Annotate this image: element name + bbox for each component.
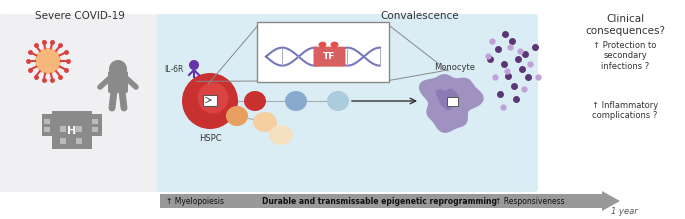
Ellipse shape (285, 91, 307, 111)
Circle shape (197, 83, 228, 113)
Bar (44, 119, 50, 124)
Ellipse shape (226, 106, 248, 126)
Text: ↑ Responsiveness: ↑ Responsiveness (495, 196, 565, 205)
Polygon shape (419, 74, 484, 133)
Ellipse shape (253, 112, 277, 132)
Text: H: H (67, 126, 77, 136)
Bar (76, 126, 82, 132)
Text: Severe COVID-19: Severe COVID-19 (35, 11, 125, 21)
FancyBboxPatch shape (314, 47, 345, 67)
FancyBboxPatch shape (108, 71, 128, 93)
Text: 1 year: 1 year (611, 207, 638, 215)
Text: ↑ Protection to
secondary
infections ?: ↑ Protection to secondary infections ? (593, 41, 657, 71)
Circle shape (182, 73, 238, 129)
Ellipse shape (244, 91, 266, 111)
FancyBboxPatch shape (0, 14, 163, 192)
Ellipse shape (330, 42, 338, 48)
FancyBboxPatch shape (157, 14, 538, 192)
Bar (90, 114, 102, 136)
FancyBboxPatch shape (447, 97, 458, 106)
Text: HSPC: HSPC (199, 134, 221, 143)
Text: IL-6R: IL-6R (164, 65, 184, 74)
Ellipse shape (319, 42, 327, 48)
Text: ↑ Inflammatory
complications ?: ↑ Inflammatory complications ? (592, 101, 658, 120)
FancyBboxPatch shape (203, 95, 218, 106)
Text: ↑ Myelopoiesis: ↑ Myelopoiesis (166, 196, 224, 205)
Bar (42, 114, 54, 136)
FancyArrow shape (160, 191, 620, 211)
Bar (60, 138, 66, 144)
Text: Monocyte: Monocyte (434, 63, 475, 72)
Ellipse shape (269, 125, 293, 145)
Ellipse shape (327, 91, 349, 111)
Circle shape (35, 48, 61, 74)
Circle shape (189, 60, 199, 70)
Text: TF: TF (323, 52, 336, 61)
Circle shape (109, 60, 127, 78)
Bar (44, 127, 50, 132)
Bar (52, 114, 92, 149)
Text: Clinical
consequences?: Clinical consequences? (585, 14, 665, 36)
FancyBboxPatch shape (257, 22, 389, 82)
Bar (52, 111, 92, 116)
Bar (92, 119, 98, 124)
Bar (76, 138, 82, 144)
Bar (60, 126, 66, 132)
Bar (92, 127, 98, 132)
Text: Convalescence: Convalescence (381, 11, 460, 21)
Polygon shape (436, 89, 458, 110)
Text: Durable and transmissable epigenetic reprogramming: Durable and transmissable epigenetic rep… (262, 196, 497, 205)
